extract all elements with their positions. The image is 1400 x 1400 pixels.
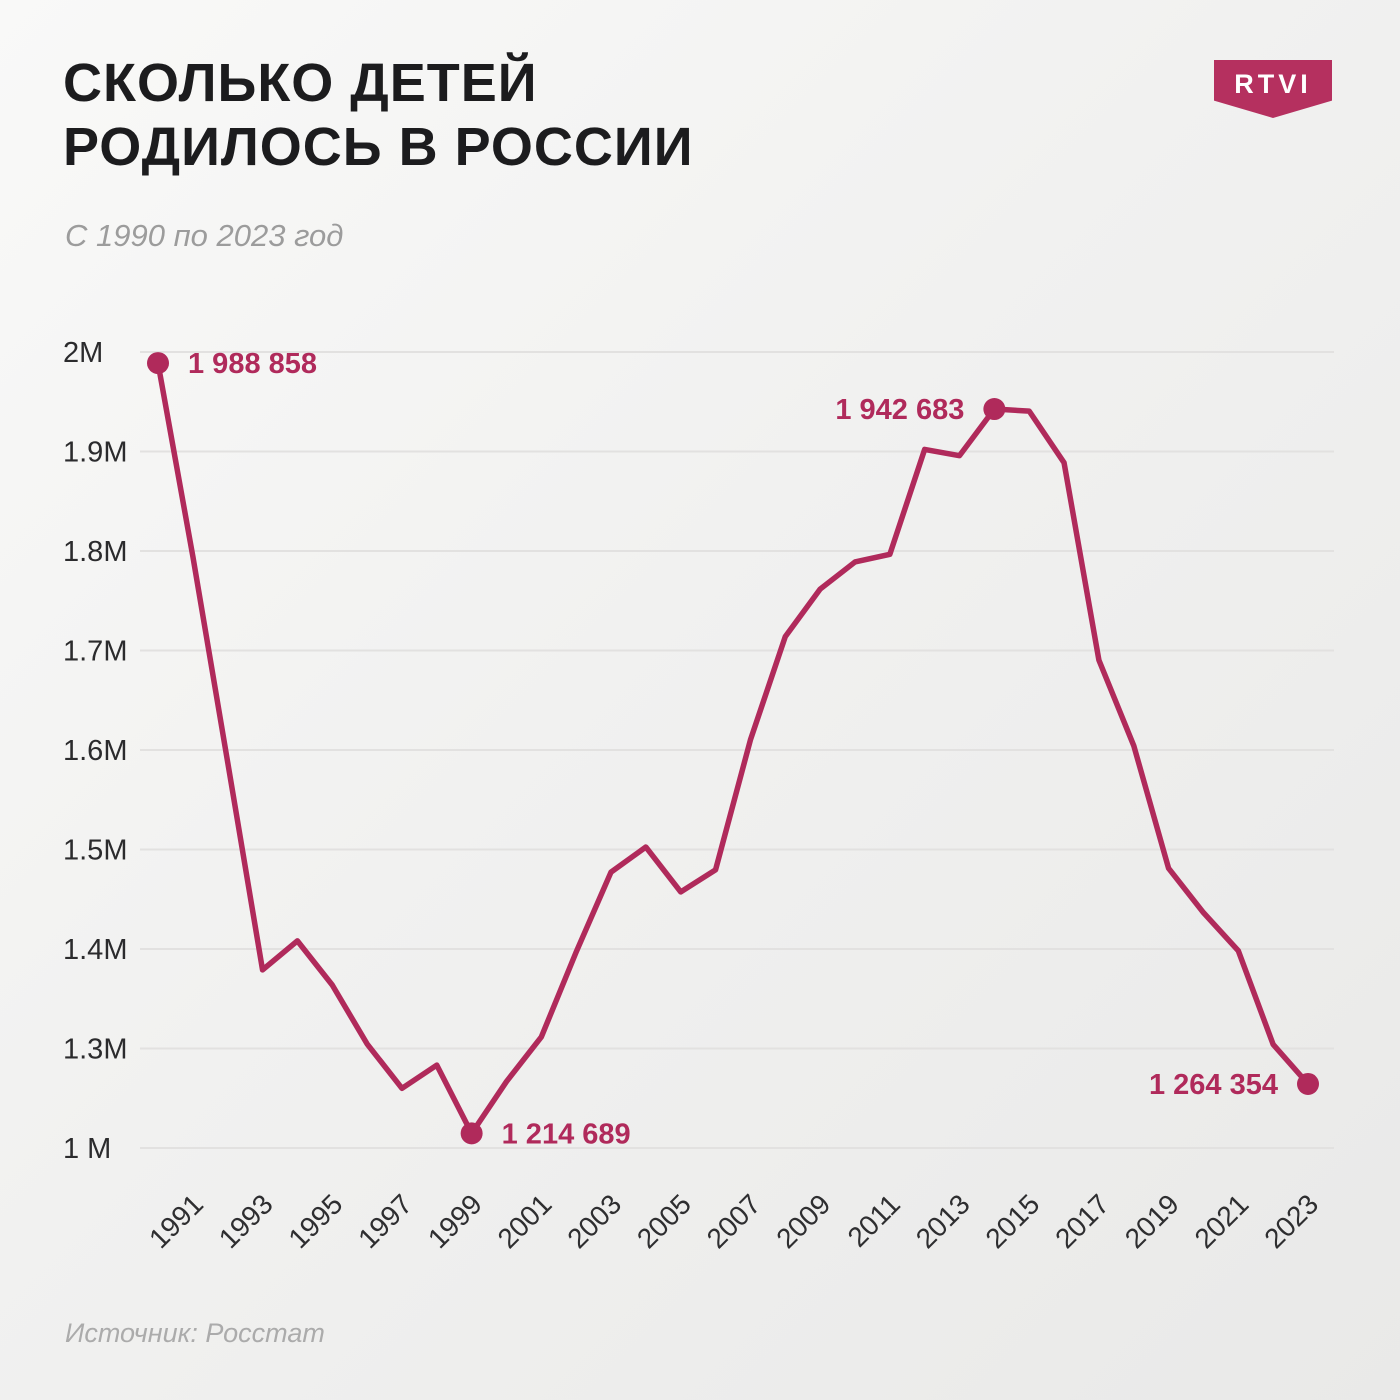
- x-tick-label: 2007: [701, 1188, 767, 1254]
- y-tick-label: 2М: [63, 337, 103, 369]
- x-tick-label: 2023: [1258, 1188, 1324, 1254]
- x-tick-label: 1993: [213, 1188, 279, 1254]
- data-point-label: 1 942 683: [835, 394, 964, 426]
- y-tick-label: 1.3М: [63, 1034, 127, 1066]
- title-line-1: Сколько детей: [63, 53, 538, 113]
- rtvi-logo-text: RTVI: [1234, 69, 1312, 99]
- x-tick-label: 2021: [1189, 1188, 1255, 1254]
- source-caption: Источник: Росстат: [65, 1318, 325, 1348]
- x-tick-label: 1999: [422, 1188, 488, 1254]
- data-point-dot: [147, 352, 169, 375]
- x-tick-label: 2019: [1119, 1188, 1185, 1254]
- y-tick-label: 1 М: [63, 1133, 111, 1165]
- y-tick-label: 1.8М: [63, 536, 127, 568]
- data-point-dot: [460, 1122, 483, 1145]
- data-point-dot: [983, 398, 1006, 421]
- title-line-2: родилось в России: [63, 116, 694, 177]
- x-tick-label: 2005: [631, 1188, 697, 1254]
- x-tick-label: 2013: [910, 1188, 976, 1254]
- data-point-label: 1 214 689: [502, 1118, 631, 1150]
- page-title: Сколько детей родилось в России: [63, 52, 963, 179]
- y-tick-label: 1.4М: [63, 934, 127, 966]
- x-tick-label: 2003: [561, 1188, 627, 1254]
- x-tick-label: 2017: [1049, 1188, 1115, 1254]
- x-tick-label: 2011: [842, 1188, 907, 1253]
- y-tick-label: 1.5М: [63, 835, 127, 867]
- data-point-label: 1 988 858: [188, 348, 317, 380]
- page-subtitle: С 1990 по 2023 год: [65, 218, 344, 253]
- x-tick-label: 2009: [770, 1188, 836, 1254]
- x-tick-label: 1995: [283, 1188, 349, 1254]
- data-point-dot: [1297, 1072, 1319, 1095]
- data-point-label: 1 264 354: [1149, 1069, 1278, 1101]
- x-tick-label: 1991: [143, 1188, 209, 1254]
- y-tick-label: 1.9М: [63, 437, 127, 469]
- births-line: [155, 360, 1311, 1137]
- x-tick-label: 1997: [352, 1188, 418, 1254]
- x-tick-label: 2015: [979, 1188, 1045, 1254]
- y-tick-label: 1.6М: [63, 735, 127, 767]
- y-tick-label: 1.7М: [63, 636, 127, 668]
- x-tick-label: 2001: [492, 1188, 558, 1254]
